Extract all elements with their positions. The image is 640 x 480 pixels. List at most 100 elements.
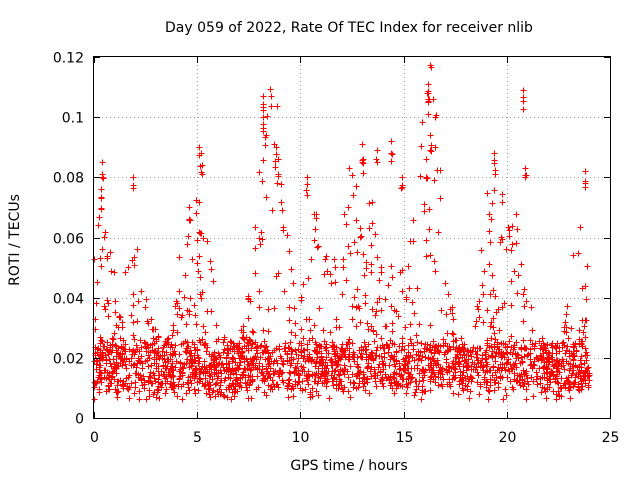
data-point [194, 260, 201, 267]
data-point [182, 272, 189, 279]
data-point [96, 386, 103, 393]
data-point [427, 374, 434, 381]
data-point [341, 362, 348, 369]
data-point [122, 341, 129, 348]
data-point [415, 356, 422, 363]
data-point [227, 338, 234, 345]
data-point [291, 305, 298, 312]
data-point [307, 327, 314, 334]
data-point [531, 343, 538, 350]
data-point [155, 368, 162, 375]
data-point [418, 396, 425, 403]
data-point [269, 377, 276, 384]
data-point [520, 337, 527, 344]
data-point [93, 300, 100, 307]
data-point [358, 344, 365, 351]
data-point [493, 350, 500, 357]
data-point [265, 355, 272, 362]
data-point [407, 321, 414, 328]
data-point [337, 356, 344, 363]
data-point [423, 175, 430, 182]
data-point [482, 356, 489, 363]
data-point [97, 376, 104, 383]
data-point [515, 355, 522, 362]
data-point [520, 383, 527, 390]
data-point [368, 323, 375, 330]
data-point [276, 371, 283, 378]
y-tick-label: 0.06 [53, 232, 84, 248]
data-point [427, 147, 434, 154]
data-point [131, 351, 138, 358]
data-point [274, 180, 281, 187]
data-point [455, 355, 462, 362]
data-point [322, 256, 329, 263]
data-point [554, 368, 561, 375]
data-point [495, 384, 502, 391]
data-point [362, 292, 369, 299]
data-point [105, 313, 112, 320]
data-point [162, 390, 169, 397]
data-point [396, 366, 403, 373]
y-tick-label: 0.1 [62, 111, 84, 127]
data-point [402, 362, 409, 369]
data-point [510, 346, 517, 353]
data-point [304, 192, 311, 199]
data-point [238, 327, 245, 334]
data-point [281, 288, 288, 295]
data-point [235, 344, 242, 351]
data-point [259, 363, 266, 370]
data-point [278, 199, 285, 206]
data-point [470, 344, 477, 351]
data-point [148, 316, 155, 323]
data-point [187, 295, 194, 302]
data-point [530, 361, 537, 368]
data-point [267, 86, 274, 93]
data-point [373, 331, 380, 338]
data-point [123, 375, 130, 382]
data-point [191, 370, 198, 377]
data-point [294, 360, 301, 367]
data-point [385, 282, 392, 289]
data-point [252, 339, 259, 346]
data-point [144, 341, 151, 348]
data-point [240, 335, 247, 342]
data-point [514, 290, 521, 297]
data-point [184, 241, 191, 248]
data-point [217, 379, 224, 386]
data-point [372, 312, 379, 319]
data-point [357, 319, 364, 326]
data-point [195, 360, 202, 367]
data-point [167, 365, 174, 372]
data-point [414, 362, 421, 369]
data-point [354, 363, 361, 370]
data-point [199, 171, 206, 178]
data-point [215, 391, 222, 398]
data-point [159, 380, 166, 387]
data-point [565, 335, 572, 342]
data-point [458, 377, 465, 384]
data-point [422, 354, 429, 361]
data-point [410, 238, 417, 245]
data-point [126, 395, 133, 402]
data-point [193, 210, 200, 217]
data-point [102, 306, 109, 313]
data-point [544, 386, 551, 393]
data-point [272, 164, 279, 171]
data-point [265, 382, 272, 389]
data-point [403, 294, 410, 301]
data-point [333, 324, 340, 331]
data-point [136, 396, 143, 403]
data-point [121, 346, 128, 353]
data-point [427, 322, 434, 329]
data-point [478, 247, 485, 254]
data-point [269, 207, 276, 214]
data-point [412, 378, 419, 385]
data-point [260, 107, 267, 114]
data-point [410, 217, 417, 224]
data-point [505, 356, 512, 363]
data-point [488, 335, 495, 342]
data-point [439, 383, 446, 390]
data-point [153, 356, 160, 363]
data-point [260, 349, 267, 356]
data-point [313, 348, 320, 355]
